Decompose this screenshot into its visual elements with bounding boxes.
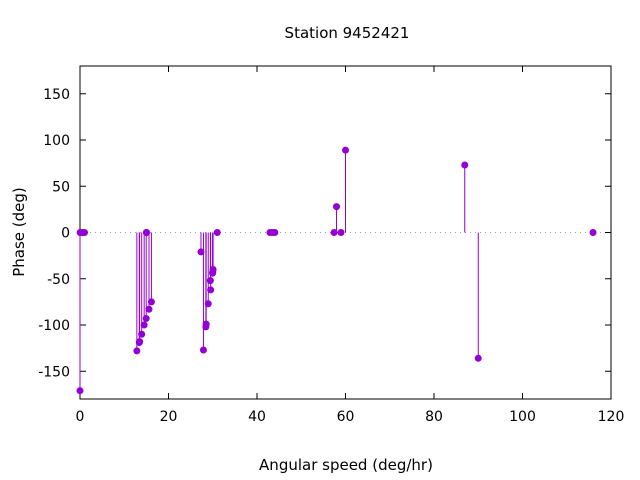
x-tick-label: 100 xyxy=(509,409,536,425)
y-tick-label: 0 xyxy=(61,226,70,242)
data-point xyxy=(342,146,349,154)
data-point xyxy=(333,203,341,211)
data-point xyxy=(197,248,205,256)
data-point xyxy=(209,266,217,273)
data-point xyxy=(145,305,153,313)
data-point xyxy=(271,229,279,236)
data-point xyxy=(133,347,141,355)
data-point xyxy=(461,161,469,169)
data-stems xyxy=(79,150,479,391)
data-point xyxy=(204,300,212,308)
y-axis-title: Phase (deg) xyxy=(10,187,28,277)
y-tick-label: -100 xyxy=(38,318,70,334)
data-point xyxy=(143,229,151,236)
data-point xyxy=(589,229,597,236)
data-point xyxy=(138,330,146,338)
x-tick-label: 80 xyxy=(425,409,443,425)
x-axis-title: Angular speed (deg/hr) xyxy=(259,456,433,474)
y-tick-label: -150 xyxy=(38,364,70,380)
x-tick-label: 60 xyxy=(337,409,355,425)
data-points xyxy=(76,146,597,395)
x-tick-label: 40 xyxy=(248,409,266,425)
data-point xyxy=(202,320,210,328)
y-tick-label: -50 xyxy=(47,272,70,288)
data-point xyxy=(474,354,482,362)
data-point xyxy=(142,315,150,323)
data-point xyxy=(136,338,144,346)
x-tick-label: 20 xyxy=(160,409,178,425)
y-tick-label: 100 xyxy=(43,133,70,149)
data-point xyxy=(76,387,84,395)
data-point xyxy=(81,229,89,236)
y-tick-label: 150 xyxy=(43,87,70,103)
data-point xyxy=(206,277,214,285)
x-tick-label: 120 xyxy=(598,409,625,425)
chart-title: Station 9452421 xyxy=(285,24,410,42)
y-tick-label: 50 xyxy=(52,179,70,195)
data-point xyxy=(199,346,207,354)
data-point xyxy=(337,229,345,236)
data-point xyxy=(330,229,338,236)
data-point xyxy=(207,286,215,294)
data-point xyxy=(213,229,221,236)
axis-ticks: 0 20 40 60 80 100 120 -150 -100 -50 0 50 100 150 xyxy=(38,66,624,425)
x-tick-label: 0 xyxy=(76,409,85,425)
data-point xyxy=(147,298,155,306)
data-point xyxy=(140,321,148,329)
